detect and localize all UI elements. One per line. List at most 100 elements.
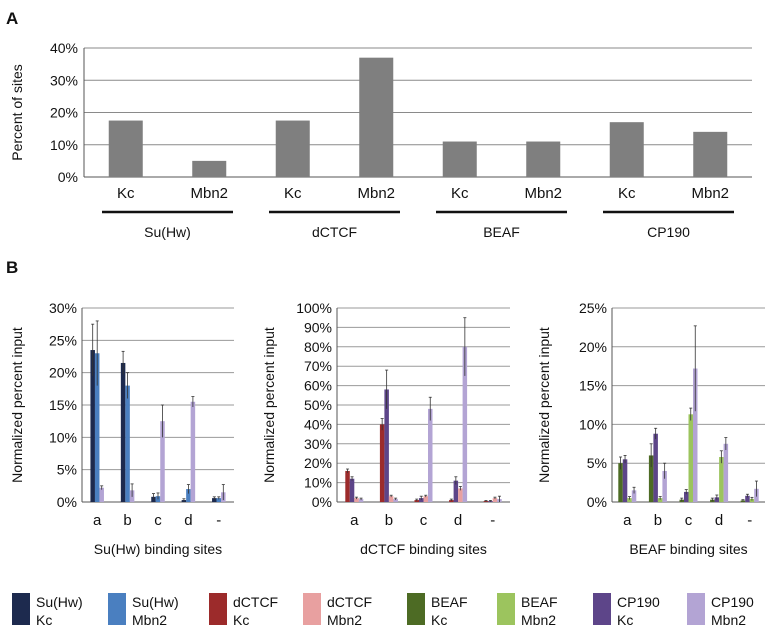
legend-label-line1: dCTCF bbox=[233, 594, 278, 610]
legend-item: CP190 Mbn2 bbox=[687, 593, 754, 628]
bar bbox=[719, 456, 724, 502]
bar bbox=[99, 487, 104, 502]
x-axis-label: BEAF binding sites bbox=[629, 541, 747, 557]
legend-label-line2: Mbn2 bbox=[711, 612, 746, 628]
bar bbox=[462, 346, 468, 502]
legend-swatch bbox=[593, 593, 611, 625]
bar bbox=[609, 122, 644, 177]
legend-label-line1: dCTCF bbox=[327, 594, 372, 610]
bar bbox=[662, 470, 667, 502]
chart-a-sites-percent: 0% 10% 20% 30% 40% Percent of sites Kc Mbn2 Kc Mb… bbox=[9, 40, 752, 240]
bar bbox=[526, 141, 561, 177]
legend-item: dCTCF Kc bbox=[209, 593, 278, 628]
bar bbox=[216, 498, 222, 502]
bar bbox=[618, 463, 623, 502]
legend-item: BEAF Mbn2 bbox=[497, 593, 558, 628]
y-tick-label: 80% bbox=[304, 339, 332, 355]
y-tick-label: 10% bbox=[49, 429, 77, 445]
bar bbox=[190, 401, 196, 502]
y-tick-label: 5% bbox=[57, 462, 77, 478]
y-tick-label: 70% bbox=[304, 358, 332, 374]
y-tick-label: 30% bbox=[304, 436, 332, 452]
y-axis-label: Normalized percent input bbox=[536, 327, 552, 483]
legend-item: dCTCF Mbn2 bbox=[303, 593, 372, 628]
bar bbox=[688, 414, 693, 502]
y-tick-label: 90% bbox=[304, 319, 332, 335]
x-tick-label: Kc bbox=[284, 185, 302, 202]
y-tick-label: 25% bbox=[49, 332, 77, 348]
bar bbox=[428, 408, 433, 502]
bar bbox=[684, 491, 689, 502]
bar bbox=[492, 498, 498, 502]
legend-swatch bbox=[12, 593, 30, 625]
bar bbox=[186, 489, 191, 502]
y-tick-label: 10% bbox=[579, 416, 607, 432]
panel-b-label: B bbox=[6, 258, 18, 277]
y-tick-label: 50% bbox=[304, 397, 332, 413]
bar bbox=[631, 490, 637, 502]
bar bbox=[359, 57, 394, 177]
y-tick-label: 40% bbox=[304, 416, 332, 432]
bar bbox=[693, 131, 728, 177]
y-tick-label: 0% bbox=[312, 494, 332, 510]
x-tick-label: b bbox=[385, 512, 393, 529]
bar bbox=[354, 498, 359, 502]
bar bbox=[349, 478, 355, 502]
y-tick-label: 0% bbox=[57, 494, 77, 510]
y-tick-label: 5% bbox=[587, 455, 607, 471]
bar bbox=[622, 459, 628, 502]
y-tick-label: 10% bbox=[50, 137, 78, 153]
y-tick-label: 10% bbox=[304, 475, 332, 491]
legend-label-line2: Kc bbox=[36, 612, 52, 628]
x-axis-label: dCTCF binding sites bbox=[360, 541, 487, 557]
x-tick-label: c bbox=[685, 512, 693, 529]
bar bbox=[358, 499, 364, 502]
legend-swatch bbox=[687, 593, 705, 625]
x-tick-label: c bbox=[154, 512, 162, 529]
bar bbox=[379, 424, 385, 502]
bar bbox=[192, 160, 227, 177]
legend-label-line1: Su(Hw) bbox=[36, 594, 83, 610]
legend-label-line1: BEAF bbox=[521, 594, 558, 610]
y-axis-label: Normalized percent input bbox=[261, 327, 277, 483]
x-tick-label: Mbn2 bbox=[357, 185, 395, 202]
legend-label-line2: Kc bbox=[233, 612, 249, 628]
bar bbox=[90, 350, 95, 502]
chart-b-suhw-binding-sites: 0% 5% 10% 15% 20% 25% 30% Normalized percent in… bbox=[9, 300, 234, 557]
x-tick-label: d bbox=[715, 512, 723, 529]
bar bbox=[212, 498, 217, 502]
x-tick-label: b bbox=[123, 512, 131, 529]
y-tick-label: 20% bbox=[50, 105, 78, 121]
legend-swatch bbox=[108, 593, 126, 625]
x-tick-label: b bbox=[654, 512, 662, 529]
y-tick-label: 20% bbox=[579, 339, 607, 355]
x-tick-label: a bbox=[93, 512, 102, 529]
bar bbox=[388, 496, 394, 502]
legend-item: BEAF Kc bbox=[407, 593, 468, 628]
y-tick-label: 0% bbox=[58, 169, 78, 185]
y-tick-label: 30% bbox=[50, 72, 78, 88]
legend-label-line1: CP190 bbox=[617, 594, 660, 610]
legend: Su(Hw) Kc Su(Hw) Mbn2 dCTCF Kc dCTCF Mbn2 BEAF Kc… bbox=[12, 593, 754, 628]
legend-label-line2: Mbn2 bbox=[327, 612, 362, 628]
bar bbox=[125, 385, 130, 502]
x-tick-label: Kc bbox=[117, 185, 135, 202]
x-tick-label: - bbox=[216, 512, 221, 529]
bar bbox=[745, 495, 750, 502]
bar bbox=[627, 498, 632, 502]
bar bbox=[693, 368, 698, 502]
bar bbox=[423, 496, 428, 502]
x-tick-label: c bbox=[420, 512, 428, 529]
y-axis-label: Normalized percent input bbox=[9, 327, 25, 483]
legend-label-line1: BEAF bbox=[431, 594, 468, 610]
bar bbox=[458, 488, 463, 502]
legend-label-line2: Kc bbox=[431, 612, 447, 628]
y-tick-label: 15% bbox=[49, 397, 77, 413]
x-tick-label: - bbox=[747, 512, 752, 529]
y-axis-label: Percent of sites bbox=[9, 64, 25, 161]
legend-item: Su(Hw) Kc bbox=[12, 593, 83, 628]
x-tick-label: Mbn2 bbox=[691, 185, 729, 202]
legend-item: CP190 Kc bbox=[593, 593, 660, 628]
bar bbox=[657, 498, 663, 502]
